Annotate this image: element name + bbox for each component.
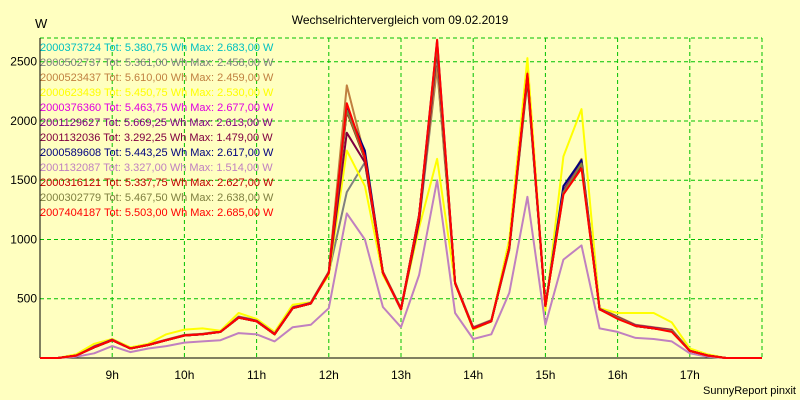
legend-entry-2000376360: 2000376360 Tot: 5.463,75 Wh Max: 2.677,0… xyxy=(40,102,274,114)
x-tick-label: 13h xyxy=(391,368,411,382)
y-tick-label: 2500 xyxy=(10,55,37,69)
legend-entry-2007404187: 2007404187 Tot: 5.503,00 Wh Max: 2.685,0… xyxy=(40,207,274,219)
legend-entry-2000589608: 2000589608 Tot: 5.443,25 Wh Max: 2.617,0… xyxy=(40,147,274,159)
x-tick-label: 9h xyxy=(106,368,119,382)
legend-entry-2001132036: 2001132036 Tot: 3.292,25 Wh Max: 1.479,0… xyxy=(40,132,273,144)
x-tick-label: 12h xyxy=(319,368,339,382)
y-tick-label: 1500 xyxy=(10,173,37,187)
x-tick-label: 14h xyxy=(463,368,483,382)
y-tick-label: 500 xyxy=(17,292,37,306)
chart-title: Wechselrichtervergleich vom 09.02.2019 xyxy=(292,13,509,27)
legend-entry-2000302779: 2000302779 Tot: 5.467,50 Wh Max: 2.638,0… xyxy=(40,192,274,204)
plot-area: 9h 10h 11h 12h 13h 14h 15h 16h 17h50010001500200… xyxy=(10,37,763,382)
footer-credit: SunnyReport pinxit xyxy=(703,385,796,397)
series-line-2007404187 xyxy=(40,38,762,359)
legend-entry-2001129627: 2001129627 Tot: 5.669,25 Wh Max: 2.613,0… xyxy=(40,117,273,129)
x-tick-label: 15h xyxy=(535,368,555,382)
legend-entry-2000316121: 2000316121 Tot: 5.337,75 Wh Max: 2.627,0… xyxy=(40,177,274,189)
legend-entry-2001132087: 2001132087 Tot: 3.327,00 Wh Max: 1.514,0… xyxy=(40,162,273,174)
series-line-2001132087 xyxy=(40,179,762,359)
legend-entry-2000373724: 2000373724 Tot: 5.380,75 Wh Max: 2.683,0… xyxy=(40,42,274,54)
x-tick-label: 11h xyxy=(247,368,266,382)
y-tick-label: 1000 xyxy=(10,232,37,246)
legend-entry-2000523437: 2000523437 Tot: 5.610,00 Wh Max: 2.459,0… xyxy=(40,72,274,84)
x-tick-label: 10h xyxy=(174,368,194,382)
legend-entry-2000502737: 2000502737 Tot: 5.361,00 Wh Max: 2.458,0… xyxy=(40,57,274,69)
legend-entry-2000623439: 2000623439 Tot: 5.450,75 Wh Max: 2.530,0… xyxy=(40,87,274,99)
y-axis-label: W xyxy=(35,16,48,31)
y-tick-label: 2000 xyxy=(10,114,37,128)
x-tick-label: 17h xyxy=(680,368,700,382)
x-tick-label: 16h xyxy=(608,368,628,382)
